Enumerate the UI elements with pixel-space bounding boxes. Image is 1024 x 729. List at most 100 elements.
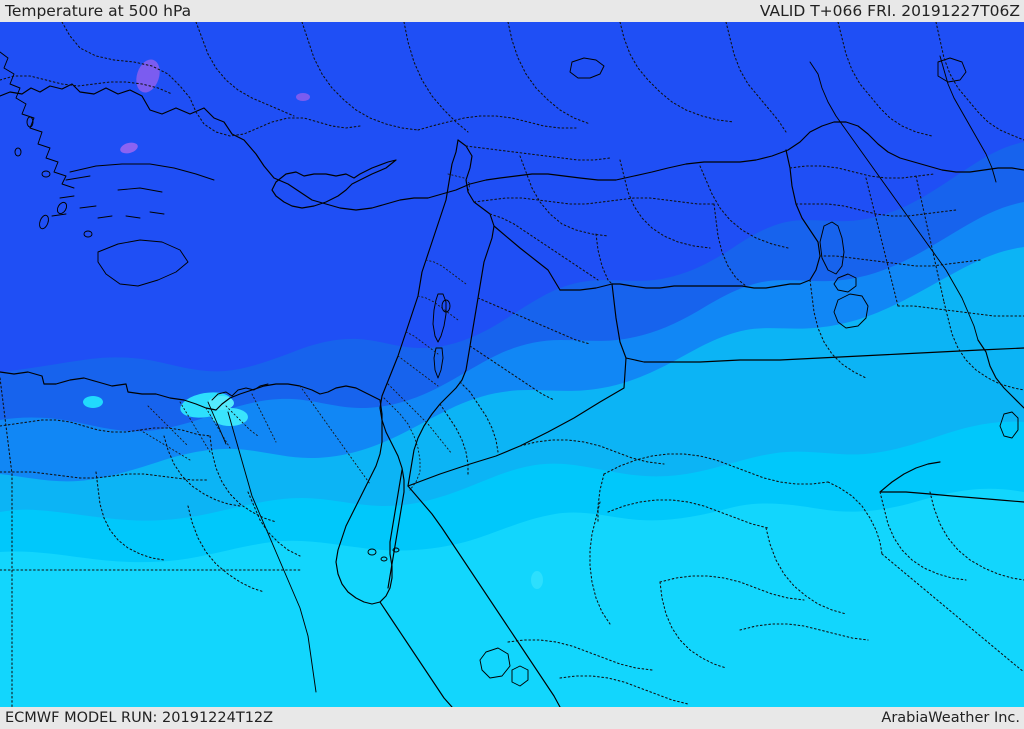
jordan-nw-border xyxy=(493,225,561,291)
egypt-admin-6 xyxy=(209,435,277,523)
saudi-north-border xyxy=(879,491,1024,503)
crete-island xyxy=(97,239,189,287)
provider-label: ArabiaWeather Inc. xyxy=(881,710,1020,726)
nile-west-branch xyxy=(207,401,227,445)
light-pocket-coast xyxy=(83,396,103,408)
valid-time-label: VALID T+066 FRI. 20191227T06Z xyxy=(759,2,1020,20)
red-sea-island-1 xyxy=(367,548,377,556)
iraq-admin-4 xyxy=(865,177,899,307)
temperature-bands xyxy=(0,22,1024,707)
saudi-admin-10 xyxy=(881,553,1024,673)
iraq-admin-1 xyxy=(789,165,935,179)
qatar-peninsula xyxy=(999,411,1019,439)
saudi-admin-4 xyxy=(879,491,967,581)
israel-admin-1 xyxy=(425,259,467,285)
saudi-admin-8 xyxy=(659,581,727,669)
iraq-admin-3 xyxy=(819,255,981,267)
jordan-admin-3 xyxy=(469,345,555,401)
turkey-admin-9 xyxy=(935,22,1024,141)
jordan-south-border xyxy=(407,357,627,487)
libya-egypt-border xyxy=(0,377,13,707)
turkey-admin-1 xyxy=(61,22,361,137)
egypt-admin-4 xyxy=(95,471,165,561)
israel-admin-3 xyxy=(405,331,439,355)
lake-habbaniyah xyxy=(833,273,857,293)
sea-of-galilee xyxy=(441,299,451,313)
persian-gulf-coast xyxy=(977,339,1024,409)
lake-razzaza xyxy=(833,293,869,329)
gulf-of-suez xyxy=(335,399,403,605)
levant-coastline xyxy=(379,139,459,589)
turkey-coastline xyxy=(0,83,1024,211)
saudi-admin-5 xyxy=(589,501,611,625)
page-title: Temperature at 500 hPa xyxy=(5,2,192,20)
red-sea-west-coast xyxy=(379,601,453,707)
saudi-admin-3 xyxy=(827,481,883,555)
saudi-admin-1 xyxy=(603,453,829,485)
syria-admin-3 xyxy=(519,155,609,237)
jordan-admin-1 xyxy=(489,213,599,281)
saudi-admin-2 xyxy=(607,499,769,529)
jordan-iraq-border xyxy=(559,283,613,291)
egypt-admin-7 xyxy=(187,505,265,593)
egypt-admin-1 xyxy=(0,419,211,437)
saudi-admin-7 xyxy=(739,623,869,641)
red-sea-island-3 xyxy=(392,547,400,553)
band-coldest-pocket-2 xyxy=(120,142,138,154)
nile-delta-coast xyxy=(211,383,269,401)
syria-admin-1 xyxy=(465,145,611,161)
egypt-delta-admin-6 xyxy=(251,393,277,443)
dead-sea-south xyxy=(433,347,444,379)
syria-admin-4 xyxy=(619,159,711,249)
jordan-admin-2 xyxy=(477,297,591,345)
lebanon-admin xyxy=(447,173,471,193)
egypt-admin-2 xyxy=(0,471,209,481)
saudi-admin-12 xyxy=(929,491,1024,581)
syria-iraq-border xyxy=(611,149,821,289)
aegean-islands xyxy=(51,163,215,219)
nile-river xyxy=(227,411,317,693)
temperature-contour-map[interactable] xyxy=(0,22,1024,707)
light-pocket-delta-2 xyxy=(212,408,248,426)
lake-assad xyxy=(569,57,605,79)
island-1 xyxy=(26,116,34,128)
red-sea-island-2 xyxy=(380,556,388,562)
turkey-admin-8 xyxy=(837,22,933,137)
egypt-delta-admin-1 xyxy=(147,405,189,447)
egypt-delta-admin-3 xyxy=(205,407,231,449)
island-6 xyxy=(83,230,93,238)
country-borders-layer xyxy=(0,51,1024,707)
saudi-admin-14 xyxy=(559,675,689,705)
footer-info-bar: ECMWF MODEL RUN: 20191224T12Z ArabiaWeat… xyxy=(0,707,1024,729)
island-4 xyxy=(56,201,68,215)
egypt-admin-8 xyxy=(247,491,301,557)
admin-boundaries-layer xyxy=(0,22,1024,707)
dead-sea xyxy=(432,293,447,343)
syria-admin-2 xyxy=(473,197,715,205)
island-5 xyxy=(39,214,49,230)
turkey-admin-7 xyxy=(725,22,787,133)
israel-admin-5 xyxy=(387,383,453,455)
header-info-bar: Temperature at 500 hPa VALID T+066 FRI. … xyxy=(0,0,1024,22)
jordan-admin-4 xyxy=(459,381,499,453)
turkey-admin-5 xyxy=(507,22,591,125)
saudi-admin-6 xyxy=(659,575,805,601)
iraq-admin-7 xyxy=(809,279,867,379)
israel-admin-6 xyxy=(383,397,421,491)
saudi-admin-9 xyxy=(765,527,847,615)
egypt-delta-admin-4 xyxy=(225,405,259,437)
jordan-rift-border xyxy=(407,139,495,487)
lake-tharthar xyxy=(819,221,845,275)
map-viewport[interactable] xyxy=(0,22,1024,707)
iraq-admin-8 xyxy=(943,301,1024,391)
egypt-sinai-admin xyxy=(299,385,371,485)
band-very-cold xyxy=(0,22,1024,372)
egypt-admin-5 xyxy=(163,435,241,507)
saudi-iraq-border xyxy=(879,461,941,493)
light-pocket-sinai xyxy=(531,571,543,589)
euphrates-river xyxy=(809,61,979,341)
red-sea-east-coast xyxy=(407,485,561,707)
syria-admin-5 xyxy=(699,165,789,249)
cyprus-island xyxy=(271,159,397,209)
